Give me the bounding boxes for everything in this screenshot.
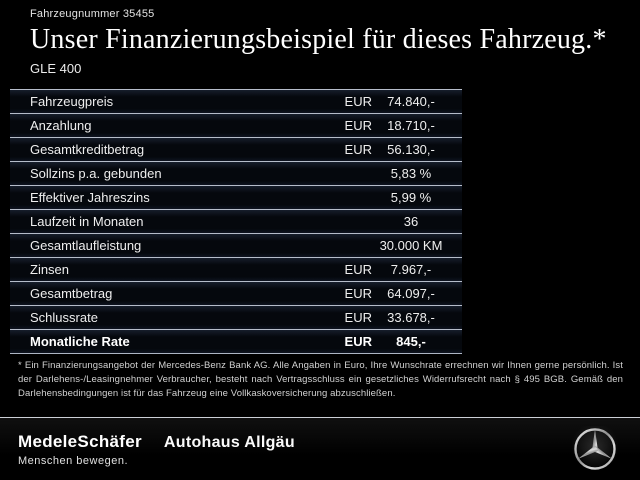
table-row: Zinsen EUR 7.967,- xyxy=(10,257,462,281)
row-value: 56.130,- xyxy=(387,142,435,157)
row-label: Gesamtbetrag xyxy=(30,286,113,301)
row-value: 36 xyxy=(403,214,419,229)
dealer-logo: MedeleSchäfer xyxy=(18,431,142,451)
row-value: 74.840,- xyxy=(387,94,435,109)
row-label: Anzahlung xyxy=(30,118,92,133)
page-title: Unser Finanzierungsbeispiel für dieses F… xyxy=(30,24,607,55)
row-currency: EUR xyxy=(344,334,372,349)
row-currency: EUR xyxy=(344,118,372,133)
row-value: 30.000 KM xyxy=(379,238,443,253)
table-row: Laufzeit in Monaten 36 xyxy=(10,209,462,233)
dealer-name: Autohaus Allgäu xyxy=(163,433,295,451)
vehicle-number: Fahrzeugnummer 35455 xyxy=(30,8,155,20)
table-row: Effektiver Jahreszins 5,99 % xyxy=(10,185,462,209)
row-currency: EUR xyxy=(344,286,372,301)
footer-divider xyxy=(0,417,640,418)
row-label: Schlussrate xyxy=(30,310,98,325)
row-label: Zinsen xyxy=(30,262,70,277)
table-row: Schlussrate EUR 33.678,- xyxy=(10,305,462,329)
row-label: Gesamtlaufleistung xyxy=(30,238,142,253)
row-label: Sollzins p.a. gebunden xyxy=(30,166,162,181)
footnote-text: * Ein Finanzierungsangebot der Mercedes-… xyxy=(18,360,623,399)
dealer-block: MedeleSchäfer Autohaus Allgäu Menschen b… xyxy=(18,432,295,467)
row-value: 845,- xyxy=(396,334,426,349)
table-row: Monatliche Rate EUR 845,- xyxy=(10,329,462,353)
table-row: Anzahlung EUR 18.710,- xyxy=(10,113,462,137)
row-label: Gesamtkreditbetrag xyxy=(30,142,145,157)
row-value: 33.678,- xyxy=(387,310,435,325)
row-label: Effektiver Jahreszins xyxy=(30,190,150,205)
table-row: Sollzins p.a. gebunden 5,83 % xyxy=(10,161,462,185)
dealer-tagline: Menschen bewegen. xyxy=(18,454,129,467)
mercedes-star-icon xyxy=(572,426,618,472)
table-row: Gesamtbetrag EUR 64.097,- xyxy=(10,281,462,305)
row-currency: EUR xyxy=(344,262,372,277)
row-value: 7.967,- xyxy=(390,262,432,277)
table-row: Fahrzeugpreis EUR 74.840,- xyxy=(10,89,462,113)
row-currency: EUR xyxy=(344,310,372,325)
row-label: Fahrzeugpreis xyxy=(30,94,114,109)
row-currency: EUR xyxy=(344,94,372,109)
header: Fahrzeugnummer 35455 Unser Finanzierungs… xyxy=(0,0,640,76)
row-currency: EUR xyxy=(344,142,372,157)
table-row: Gesamtlaufleistung 30.000 KM xyxy=(10,233,462,257)
financing-table: Fahrzeugpreis EUR 74.840,- Anzahlung EUR… xyxy=(10,89,462,354)
vehicle-model: GLE 400 xyxy=(30,61,82,76)
row-value: 64.097,- xyxy=(387,286,435,301)
row-value: 5,99 % xyxy=(390,190,432,205)
footer: MedeleSchäfer Autohaus Allgäu Menschen b… xyxy=(0,418,640,480)
row-label: Monatliche Rate xyxy=(30,334,130,349)
table-row: Gesamtkreditbetrag EUR 56.130,- xyxy=(10,137,462,161)
row-value: 5,83 % xyxy=(390,166,432,181)
row-label: Laufzeit in Monaten xyxy=(30,214,144,229)
row-value: 18.710,- xyxy=(387,118,435,133)
